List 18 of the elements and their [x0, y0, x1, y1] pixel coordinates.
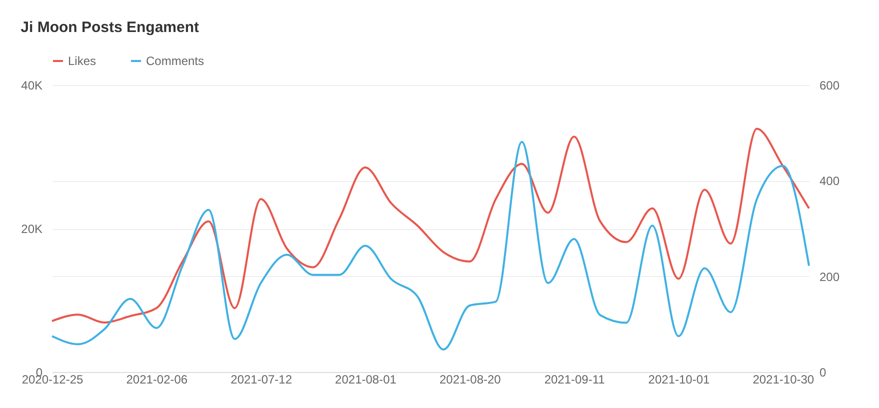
y2-tick-label: 600: [820, 78, 840, 92]
legend-label: Likes: [68, 54, 96, 68]
legend-label: Comments: [146, 54, 204, 68]
x-tick-label: 2021-10-01: [648, 372, 710, 386]
y2-tick-label: 0: [820, 366, 826, 380]
x-tick-label: 2021-08-20: [439, 372, 502, 386]
y-tick-label: 20K: [21, 222, 42, 236]
line-series: [51, 128, 810, 324]
line-series: [51, 140, 810, 351]
y-tick-label: 40K: [21, 78, 42, 92]
x-tick-label: 2021-07-12: [230, 372, 292, 386]
chart-title: Ji Moon Posts Engament: [20, 19, 200, 36]
x-tick-label: 2021-02-06: [126, 372, 188, 386]
x-tick-label: 2021-09-11: [544, 372, 606, 386]
x-tick-label: 2021-08-01: [335, 372, 397, 386]
y2-tick-label: 400: [820, 174, 840, 188]
x-tick-label: 2021-10-30: [752, 372, 814, 386]
y2-tick-label: 200: [820, 270, 840, 284]
